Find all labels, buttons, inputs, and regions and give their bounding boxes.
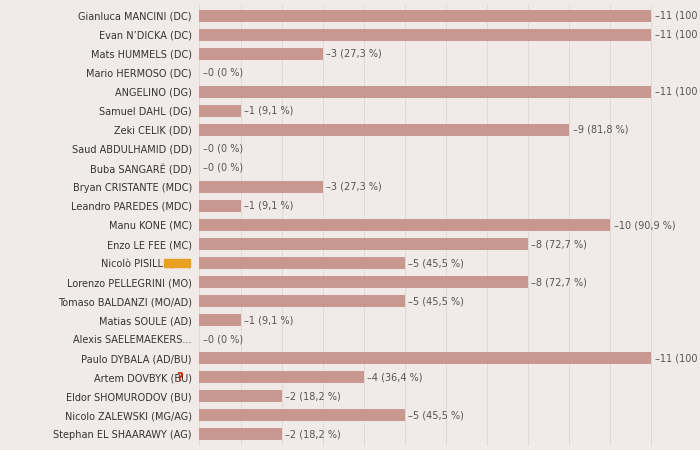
Bar	[199, 295, 405, 307]
Text: –3 (27,3 %): –3 (27,3 %)	[326, 182, 382, 192]
Text: –8 (72,7 %): –8 (72,7 %)	[531, 239, 587, 249]
Bar	[199, 10, 652, 22]
Bar	[199, 428, 281, 440]
Text: –8 (72,7 %): –8 (72,7 %)	[531, 277, 587, 287]
Text: –3 (27,3 %): –3 (27,3 %)	[326, 49, 382, 59]
Bar	[199, 105, 241, 117]
Text: –1 (9,1 %): –1 (9,1 %)	[244, 201, 293, 211]
Text: –2 (18,2 %): –2 (18,2 %)	[285, 391, 341, 401]
Text: –4 (36,4 %): –4 (36,4 %)	[367, 372, 423, 382]
Text: –2 (18,2 %): –2 (18,2 %)	[285, 429, 341, 439]
Text: –11 (100: –11 (100	[654, 30, 697, 40]
Text: –10 (90,9 %): –10 (90,9 %)	[614, 220, 676, 230]
Text: –0 (0 %): –0 (0 %)	[203, 144, 243, 154]
Bar	[199, 86, 652, 98]
Bar	[199, 219, 610, 231]
Bar	[199, 371, 364, 383]
Text: –1 (9,1 %): –1 (9,1 %)	[244, 315, 293, 325]
Text: –0 (0 %): –0 (0 %)	[203, 68, 243, 78]
Bar	[199, 29, 652, 40]
Text: –5 (45,5 %): –5 (45,5 %)	[408, 296, 464, 306]
Bar	[199, 352, 652, 364]
Text: –11 (100: –11 (100	[654, 87, 697, 97]
Text: –5 (45,5 %): –5 (45,5 %)	[408, 258, 464, 268]
Text: ?: ?	[176, 370, 183, 383]
Bar	[199, 315, 241, 326]
Bar	[199, 238, 528, 250]
Bar	[199, 124, 569, 135]
Bar	[199, 181, 323, 193]
Text: –0 (0 %): –0 (0 %)	[203, 163, 243, 173]
Text: –1 (9,1 %): –1 (9,1 %)	[244, 106, 293, 116]
Text: –11 (100: –11 (100	[654, 11, 697, 21]
Text: –9 (81,8 %): –9 (81,8 %)	[573, 125, 628, 135]
Text: –5 (45,5 %): –5 (45,5 %)	[408, 410, 464, 420]
Bar	[199, 410, 405, 421]
Bar	[199, 391, 281, 402]
Bar	[199, 257, 405, 269]
Text: –0 (0 %): –0 (0 %)	[203, 334, 243, 344]
Text: –11 (100: –11 (100	[654, 353, 697, 363]
Bar	[199, 276, 528, 288]
Bar	[199, 200, 241, 212]
Bar	[164, 259, 190, 267]
Bar	[199, 48, 323, 60]
